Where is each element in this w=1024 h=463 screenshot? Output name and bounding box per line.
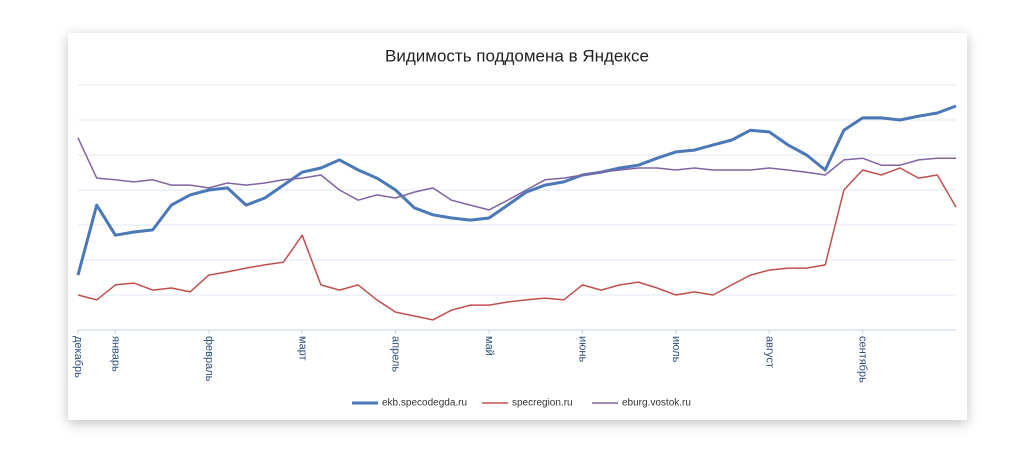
x-tick-label: сентябрь	[857, 336, 869, 383]
legend-label: ekb.specodegda.ru	[382, 398, 467, 409]
x-tick-label: июнь	[576, 336, 588, 362]
x-tick-label: январь	[109, 336, 121, 372]
series-line	[76, 104, 957, 276]
x-tick-label: апрель	[390, 336, 402, 372]
x-tick-label: август	[763, 336, 775, 368]
x-tick-label: декабрь	[72, 336, 84, 378]
x-tick-label: июль	[670, 336, 682, 363]
card	[68, 33, 967, 420]
x-tick-label: февраль	[203, 336, 215, 382]
series-line	[77, 167, 957, 321]
series-line	[77, 137, 956, 211]
chart-title: Видимость поддомена в Яндексе	[385, 46, 649, 65]
legend-label: specregion.ru	[512, 398, 573, 409]
x-tick-label: март	[296, 336, 308, 361]
x-tick-label: май	[483, 336, 495, 356]
legend-label: eburg.vostok.ru	[622, 398, 691, 409]
